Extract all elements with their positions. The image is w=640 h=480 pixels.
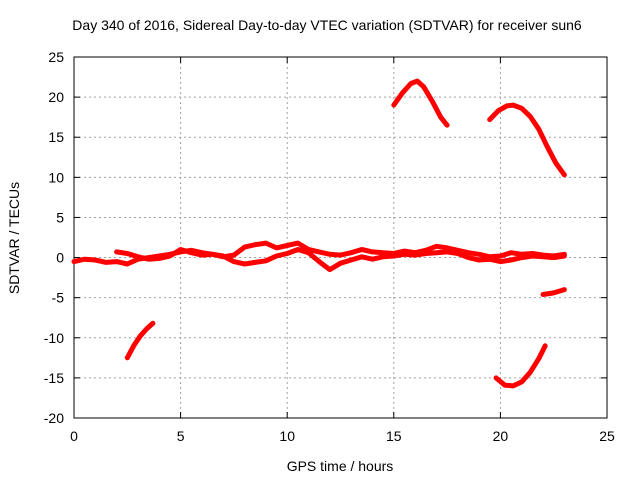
- y-tick-label: 10: [48, 169, 64, 185]
- y-tick-label: 20: [48, 89, 64, 105]
- x-tick-label: 5: [177, 428, 185, 444]
- plot-frame: [73, 56, 608, 419]
- chart-title: Day 340 of 2016, Sidereal Day-to-day VTE…: [72, 17, 582, 33]
- series-baseline-2: [114, 240, 567, 262]
- y-tick-label: -5: [52, 290, 65, 306]
- axis-ticks: 0 5 10 15 20 25 -20 -15 -10 -5 0 5 10 15 20 25: [44, 49, 615, 444]
- series-layer: [71, 78, 567, 389]
- y-tick-label: 0: [56, 250, 64, 266]
- y-axis-label: SDTVAR / TECUs: [6, 182, 22, 294]
- y-tick-label: -15: [44, 370, 64, 386]
- series-arc-20h-low: [493, 343, 548, 389]
- series-seg-22h: [540, 287, 567, 297]
- x-tick-label: 15: [386, 428, 402, 444]
- y-tick-label: -10: [44, 330, 64, 346]
- x-tick-label: 20: [493, 428, 509, 444]
- x-tick-label: 10: [279, 428, 295, 444]
- series-arc-early: [124, 320, 156, 361]
- y-tick-label: 5: [56, 209, 64, 225]
- x-tick-label: 0: [70, 428, 78, 444]
- series-arc-19h: [487, 102, 567, 178]
- x-axis-label: GPS time / hours: [287, 458, 394, 474]
- series-arc-15h: [391, 78, 450, 128]
- y-tick-label: 25: [48, 49, 64, 65]
- y-tick-label: 15: [48, 129, 64, 145]
- y-tick-label: -20: [44, 410, 64, 426]
- x-tick-label: 25: [599, 428, 615, 444]
